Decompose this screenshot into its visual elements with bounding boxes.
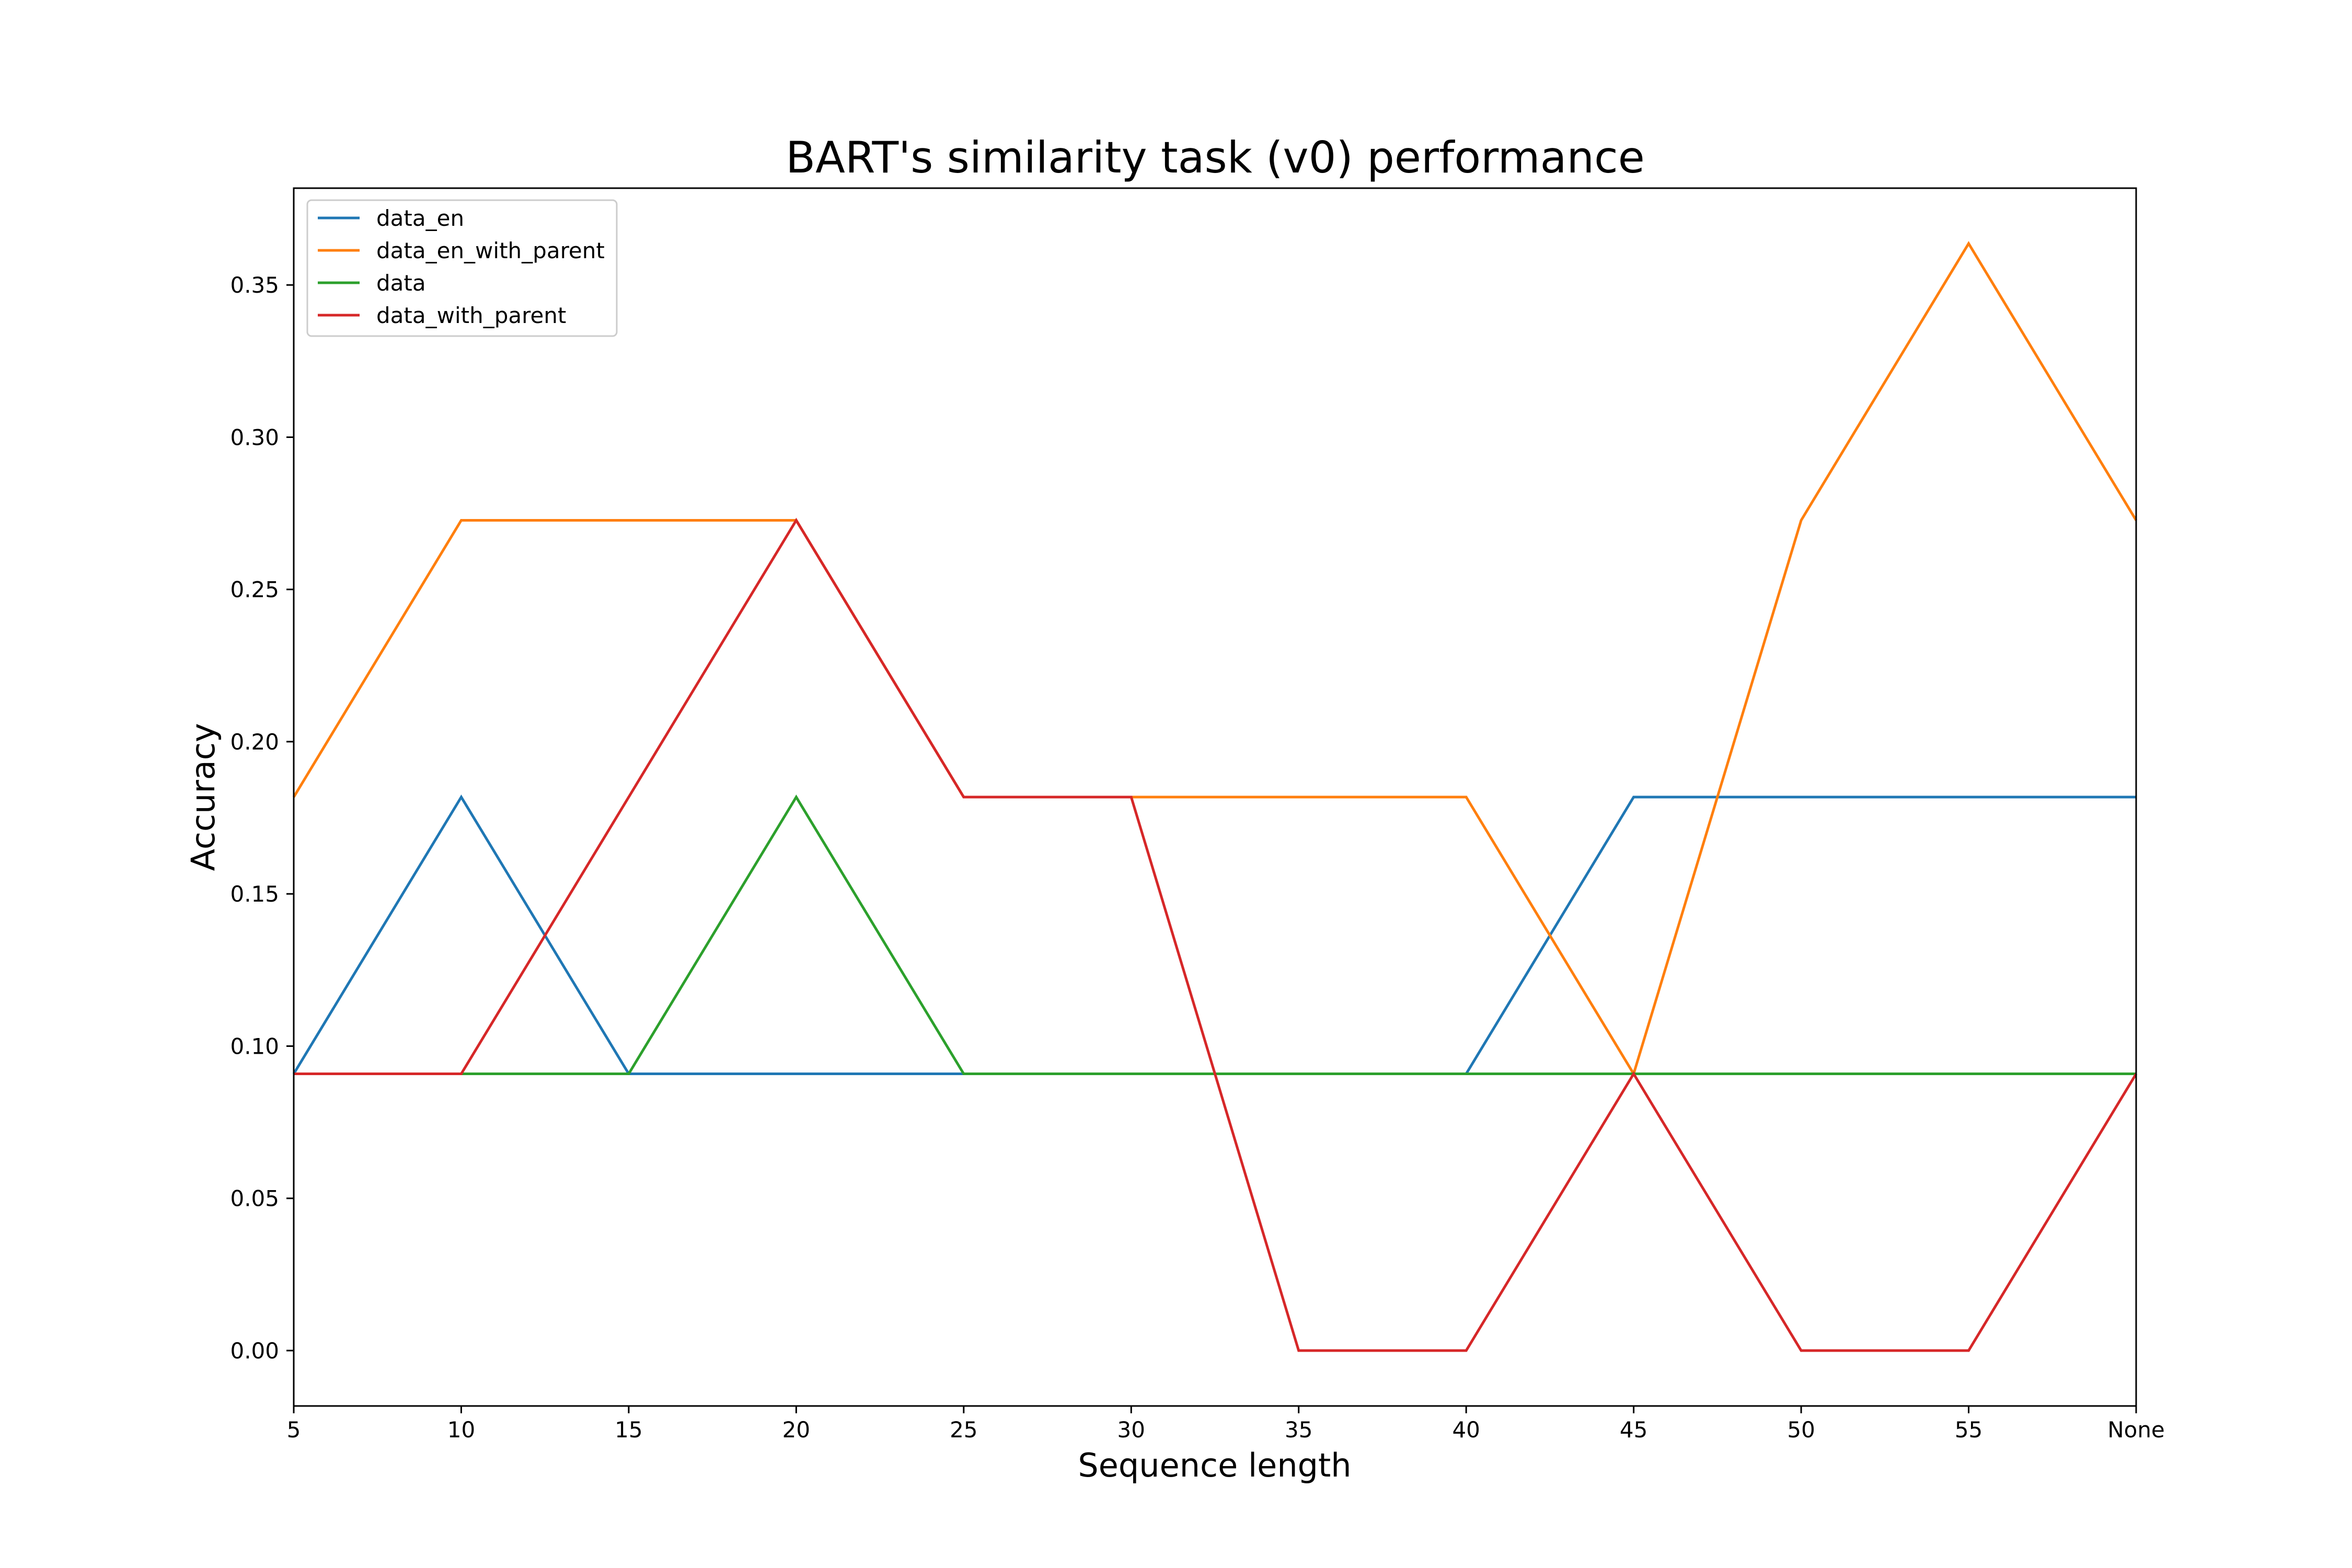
x-tick-label: 30 [1117, 1417, 1145, 1443]
legend-box [306, 199, 618, 337]
plot-frame [293, 187, 2137, 1407]
legend-label-data: data [376, 270, 426, 296]
y-tick-label: 0.35 [230, 272, 279, 298]
x-tick-label: None [2107, 1417, 2165, 1443]
series-layer [292, 241, 2138, 1352]
x-tick-label: 15 [615, 1417, 642, 1443]
x-tick-label: 45 [1620, 1417, 1647, 1443]
chart-title: BART's similarity task (v0) performance [786, 132, 1645, 183]
x-tick-label: 55 [1955, 1417, 1982, 1443]
x-tick-label: 50 [1787, 1417, 1815, 1443]
y-tick-label: 0.20 [230, 729, 279, 755]
x-tick-label: 40 [1452, 1417, 1480, 1443]
y-tick-label: 0.00 [230, 1338, 279, 1364]
y-tick-label: 0.25 [230, 577, 279, 603]
y-axis-label: Accuracy [184, 723, 222, 871]
series-line-data-with-parent [294, 517, 2138, 1352]
y-axis-ticks: 0.00 0.05 0.10 0.15 0.20 0.25 0.30 0.35 [230, 272, 294, 1364]
x-tick-label: 20 [782, 1417, 810, 1443]
y-tick-label: 0.30 [230, 424, 279, 450]
legend-label-data-en-with-parent: data_en_with_parent [376, 238, 605, 263]
x-axis-label: Sequence length [1078, 1446, 1351, 1484]
x-tick-label: 10 [447, 1417, 475, 1443]
series-line-data-en-with-parent [292, 241, 2138, 1077]
legend-label-data-en: data_en [376, 205, 464, 231]
x-tick-label: 35 [1285, 1417, 1312, 1443]
y-tick-label: 0.15 [230, 881, 279, 907]
legend-label-data-with-parent: data_with_parent [376, 303, 566, 328]
x-tick-label: 5 [287, 1417, 301, 1443]
x-tick-label: 25 [950, 1417, 977, 1443]
x-axis-ticks: 5 10 15 20 25 30 35 40 45 50 55 None [287, 1406, 2165, 1443]
y-tick-label: 0.05 [230, 1186, 279, 1212]
y-tick-label: 0.10 [230, 1033, 279, 1059]
